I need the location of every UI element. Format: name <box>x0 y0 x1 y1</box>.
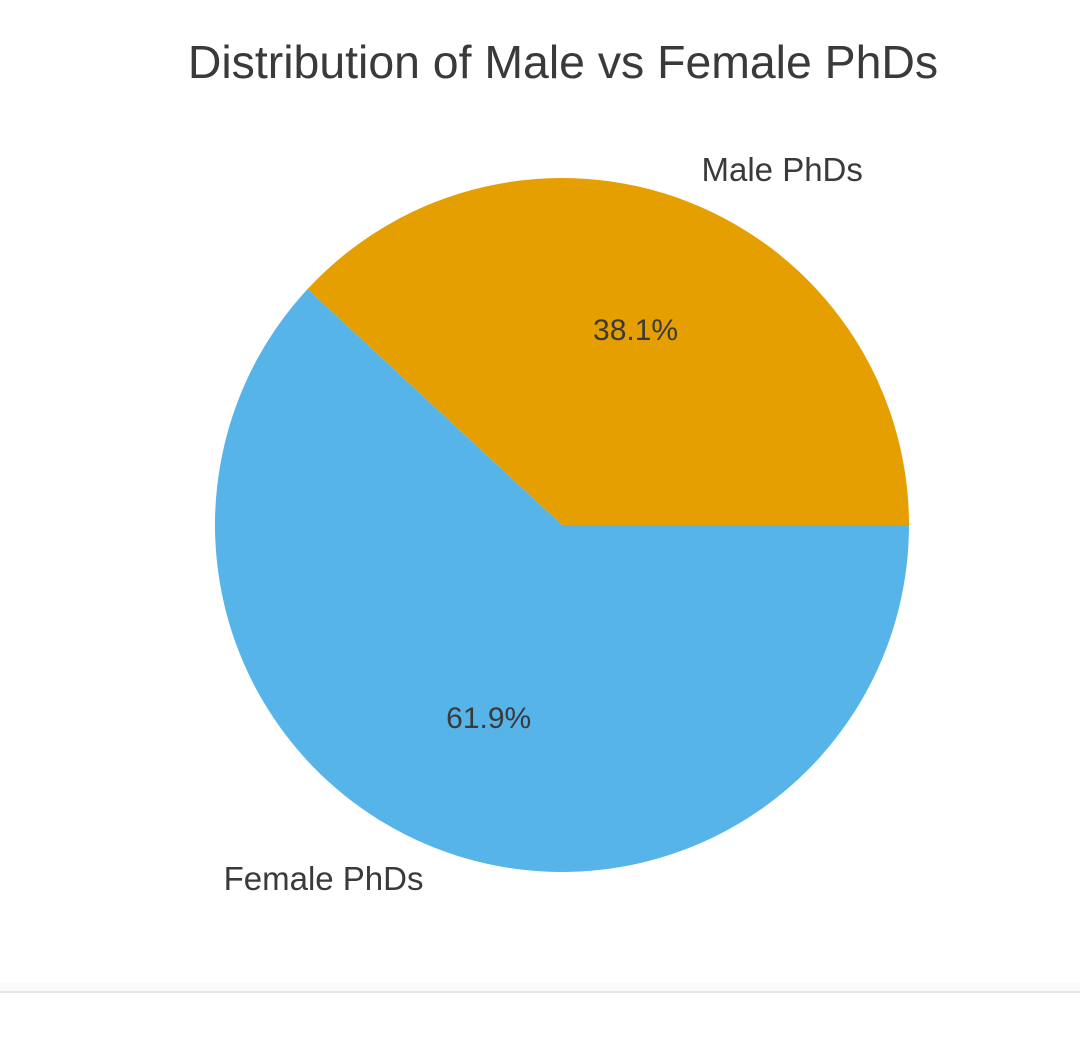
svg-text:Male PhDs: Male PhDs <box>702 151 863 188</box>
svg-text:38.1%: 38.1% <box>593 314 678 347</box>
svg-text:Distribution of Male vs Female: Distribution of Male vs Female PhDs <box>188 36 938 88</box>
svg-text:61.9%: 61.9% <box>446 702 531 735</box>
svg-text:Female PhDs: Female PhDs <box>224 860 424 897</box>
